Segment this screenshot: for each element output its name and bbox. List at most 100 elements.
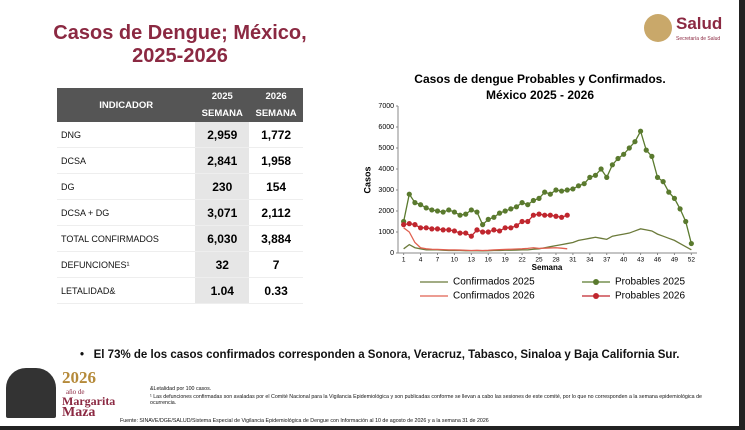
table-row: DEFUNCIONES¹ 32 7 xyxy=(57,251,303,278)
table-cell: 6,030 xyxy=(195,225,250,252)
footnotes: &Letalidad por 100 casos. ¹ Las defuncio… xyxy=(150,386,710,408)
point xyxy=(508,225,514,231)
point xyxy=(564,212,570,218)
point xyxy=(485,216,491,222)
point xyxy=(598,166,604,172)
table-row: DCSA 2,841 1,958 xyxy=(57,147,303,174)
point xyxy=(440,227,446,233)
y-tick-label: 7000 xyxy=(378,103,394,110)
table-cell: 3,884 xyxy=(249,225,303,252)
table-cell: 2,112 xyxy=(249,199,303,226)
point xyxy=(683,218,689,225)
point xyxy=(621,151,627,157)
point xyxy=(468,233,474,239)
point xyxy=(519,218,525,225)
point xyxy=(457,230,463,236)
point xyxy=(502,208,508,214)
point xyxy=(564,187,570,193)
table-cell: 0.33 xyxy=(249,277,303,304)
table-subheader: SEMANA xyxy=(195,105,250,122)
point xyxy=(615,155,621,162)
y-tick-label: 6000 xyxy=(378,124,394,131)
y-tick-label: 5000 xyxy=(378,145,394,152)
point xyxy=(434,208,441,214)
legend-marker xyxy=(593,293,599,299)
point xyxy=(649,153,655,159)
series-line xyxy=(403,213,568,238)
chart-title: Casos de dengue Probables y Confirmados. xyxy=(414,72,665,86)
x-tick-label: 4 xyxy=(419,257,423,264)
y-tick-label: 2000 xyxy=(378,208,394,215)
series-line xyxy=(403,227,568,252)
point xyxy=(434,226,441,232)
x-tick-label: 52 xyxy=(688,257,696,264)
y-axis-label: Casos xyxy=(362,166,372,193)
y-tick-label: 1000 xyxy=(378,229,394,236)
table-row: DG 230 154 xyxy=(57,173,303,200)
chart-title: México 2025 - 2026 xyxy=(486,88,594,102)
badge-text: Margarita xyxy=(62,394,116,408)
table-cell: DCSA xyxy=(57,147,196,174)
x-tick-label: 28 xyxy=(552,257,560,264)
point xyxy=(536,211,542,217)
point xyxy=(632,139,638,145)
point xyxy=(429,226,435,232)
point xyxy=(536,195,542,201)
portrait xyxy=(6,368,56,418)
point xyxy=(547,191,553,197)
point xyxy=(575,183,582,189)
point xyxy=(474,209,480,215)
point xyxy=(513,204,520,210)
table-row: LETALIDAD& 1.04 0.33 xyxy=(57,277,303,304)
point xyxy=(654,174,661,180)
indicator-table: INDICADOR 2025 2026 SEMANA SEMANA DNG 2,959 1… xyxy=(57,88,303,304)
point xyxy=(530,212,536,218)
point xyxy=(463,230,469,236)
logo-name: Salud xyxy=(676,14,723,33)
legend-label: Confirmados 2025 xyxy=(453,277,535,288)
point xyxy=(412,222,418,228)
footnote: ¹ Las defunciones confirmadas son avalad… xyxy=(150,393,702,407)
footnote: &Letalidad por 100 casos. xyxy=(150,386,212,392)
point xyxy=(637,128,644,134)
point xyxy=(609,162,615,168)
badge-text: año de xyxy=(66,388,85,396)
point xyxy=(587,174,593,180)
table-header: 2026 xyxy=(249,88,303,105)
x-tick-label: 22 xyxy=(518,257,526,264)
point xyxy=(496,228,503,234)
y-tick-label: 0 xyxy=(390,250,394,257)
point xyxy=(671,195,678,201)
table-cell: 1,958 xyxy=(249,147,303,174)
point xyxy=(406,191,412,197)
x-tick-label: 34 xyxy=(586,257,594,264)
y-tick-label: 3000 xyxy=(378,187,394,194)
x-tick-label: 25 xyxy=(535,257,543,264)
table-cell: 154 xyxy=(249,173,303,200)
point xyxy=(429,207,435,213)
x-tick-label: 1 xyxy=(402,257,406,264)
table-row: TOTAL CONFIRMADOS 6,030 3,884 xyxy=(57,225,303,252)
legend-label: Probables 2025 xyxy=(615,277,685,288)
x-tick-label: 49 xyxy=(671,257,679,264)
x-axis-label: Semana xyxy=(532,263,563,272)
point xyxy=(508,206,514,212)
point xyxy=(626,145,632,151)
title-line: 2025-2026 xyxy=(132,45,228,67)
point xyxy=(480,229,486,235)
point xyxy=(446,207,452,213)
point xyxy=(451,228,458,234)
point xyxy=(660,179,666,185)
table-row: DCSA + DG 3,071 2,112 xyxy=(57,199,303,226)
point xyxy=(525,202,531,208)
title-line: Casos de Dengue; México, xyxy=(53,22,307,44)
table-cell: 230 xyxy=(195,173,250,200)
x-tick-label: 10 xyxy=(451,257,459,264)
table-header: INDICADOR xyxy=(57,88,196,122)
point xyxy=(666,189,672,195)
badge-text: Maza xyxy=(62,405,96,420)
table-cell: 32 xyxy=(195,251,250,278)
point xyxy=(423,205,429,211)
point xyxy=(542,212,548,218)
point xyxy=(474,227,480,233)
